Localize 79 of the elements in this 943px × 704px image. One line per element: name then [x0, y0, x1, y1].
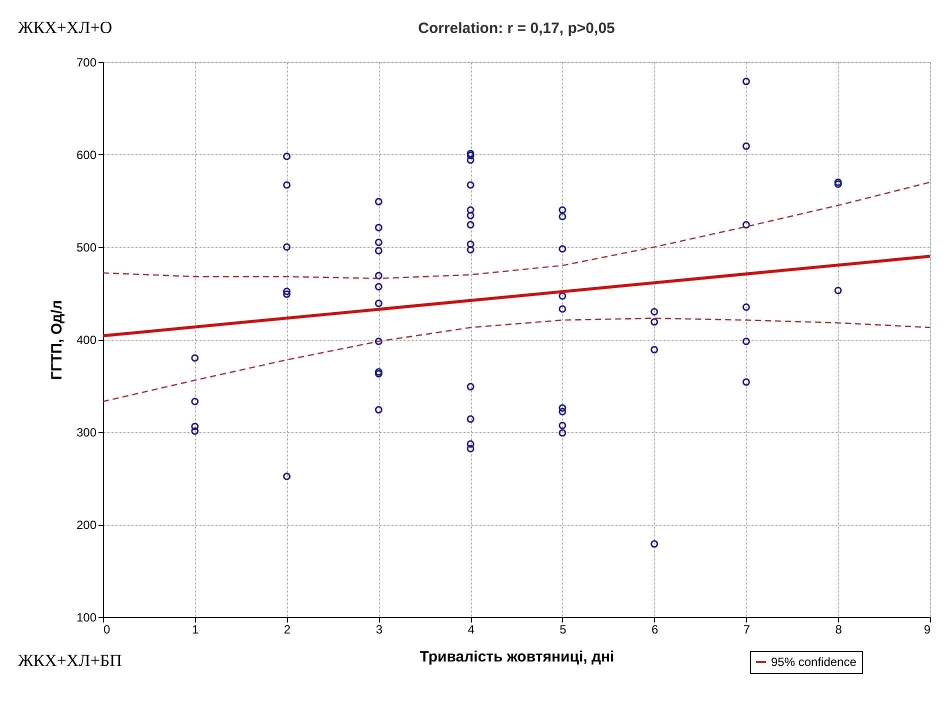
y-axis-title: ГГТП, Од/л	[48, 300, 66, 380]
point	[834, 178, 842, 186]
point	[191, 354, 199, 362]
y-tick-label: 500	[76, 240, 97, 254]
point	[283, 243, 291, 251]
point	[466, 246, 474, 254]
y-tick-label: 300	[76, 426, 97, 440]
point	[191, 398, 199, 406]
point	[374, 283, 382, 291]
point	[558, 206, 566, 214]
point	[466, 181, 474, 189]
text: ЖКХ+ХЛ+О	[18, 18, 112, 37]
point	[650, 308, 658, 316]
x-tick-label: 1	[192, 622, 200, 636]
point	[558, 429, 566, 437]
point	[742, 303, 750, 311]
point	[650, 346, 658, 354]
x-tick-label: 6	[651, 622, 658, 636]
point	[374, 406, 382, 414]
x-tick-label: 2	[284, 622, 291, 636]
point	[558, 245, 566, 253]
point	[650, 540, 658, 548]
point	[374, 272, 382, 280]
x-tick-label: 5	[560, 622, 567, 636]
x-tick-label: 0	[104, 622, 110, 636]
point	[466, 221, 474, 229]
point	[558, 212, 566, 220]
point	[558, 422, 566, 430]
point	[742, 338, 750, 346]
point	[191, 422, 199, 430]
point	[466, 156, 474, 164]
point	[650, 318, 658, 326]
point	[742, 78, 750, 86]
point	[466, 150, 474, 158]
y-tick-label: 100	[76, 610, 97, 624]
point	[742, 142, 750, 150]
text: ЖКХ+ХЛ+БП	[18, 651, 122, 670]
y-tick-label: 400	[76, 333, 97, 347]
point	[834, 180, 842, 188]
point	[374, 198, 382, 206]
point	[834, 286, 842, 294]
point	[466, 240, 474, 248]
point	[374, 238, 382, 246]
chart-title: Correlation: r = 0,17, p>0,05	[418, 20, 615, 37]
line-series	[103, 182, 930, 280]
point	[558, 292, 566, 300]
point	[374, 224, 382, 232]
point	[283, 152, 291, 160]
point	[466, 206, 474, 214]
point	[466, 440, 474, 448]
point	[558, 408, 566, 416]
point	[374, 246, 382, 254]
x-tick-label: 8	[835, 622, 842, 636]
y-tick-label: 700	[76, 56, 97, 70]
x-tick-label: 3	[376, 622, 383, 636]
point	[374, 338, 382, 346]
point	[283, 288, 291, 296]
point	[283, 472, 291, 480]
point	[466, 382, 474, 390]
point	[374, 300, 382, 308]
point	[466, 212, 474, 220]
point	[742, 221, 750, 229]
point	[742, 378, 750, 386]
point	[283, 290, 291, 298]
y-tick-label: 600	[76, 148, 97, 162]
point	[466, 444, 474, 452]
y-tick-label: 200	[76, 518, 97, 532]
point	[283, 181, 291, 189]
x-tick-label: 9	[924, 622, 931, 636]
line-series	[103, 318, 930, 402]
legend-label: 95% confidence	[771, 655, 857, 669]
point	[558, 305, 566, 313]
x-axis-title: Тривалість жовтяниці, дні	[420, 648, 614, 666]
point	[466, 152, 474, 160]
x-tick-label: 4	[468, 622, 475, 636]
x-tick-label: 7	[743, 622, 750, 636]
point	[191, 427, 199, 435]
point	[466, 415, 474, 423]
point	[558, 404, 566, 412]
